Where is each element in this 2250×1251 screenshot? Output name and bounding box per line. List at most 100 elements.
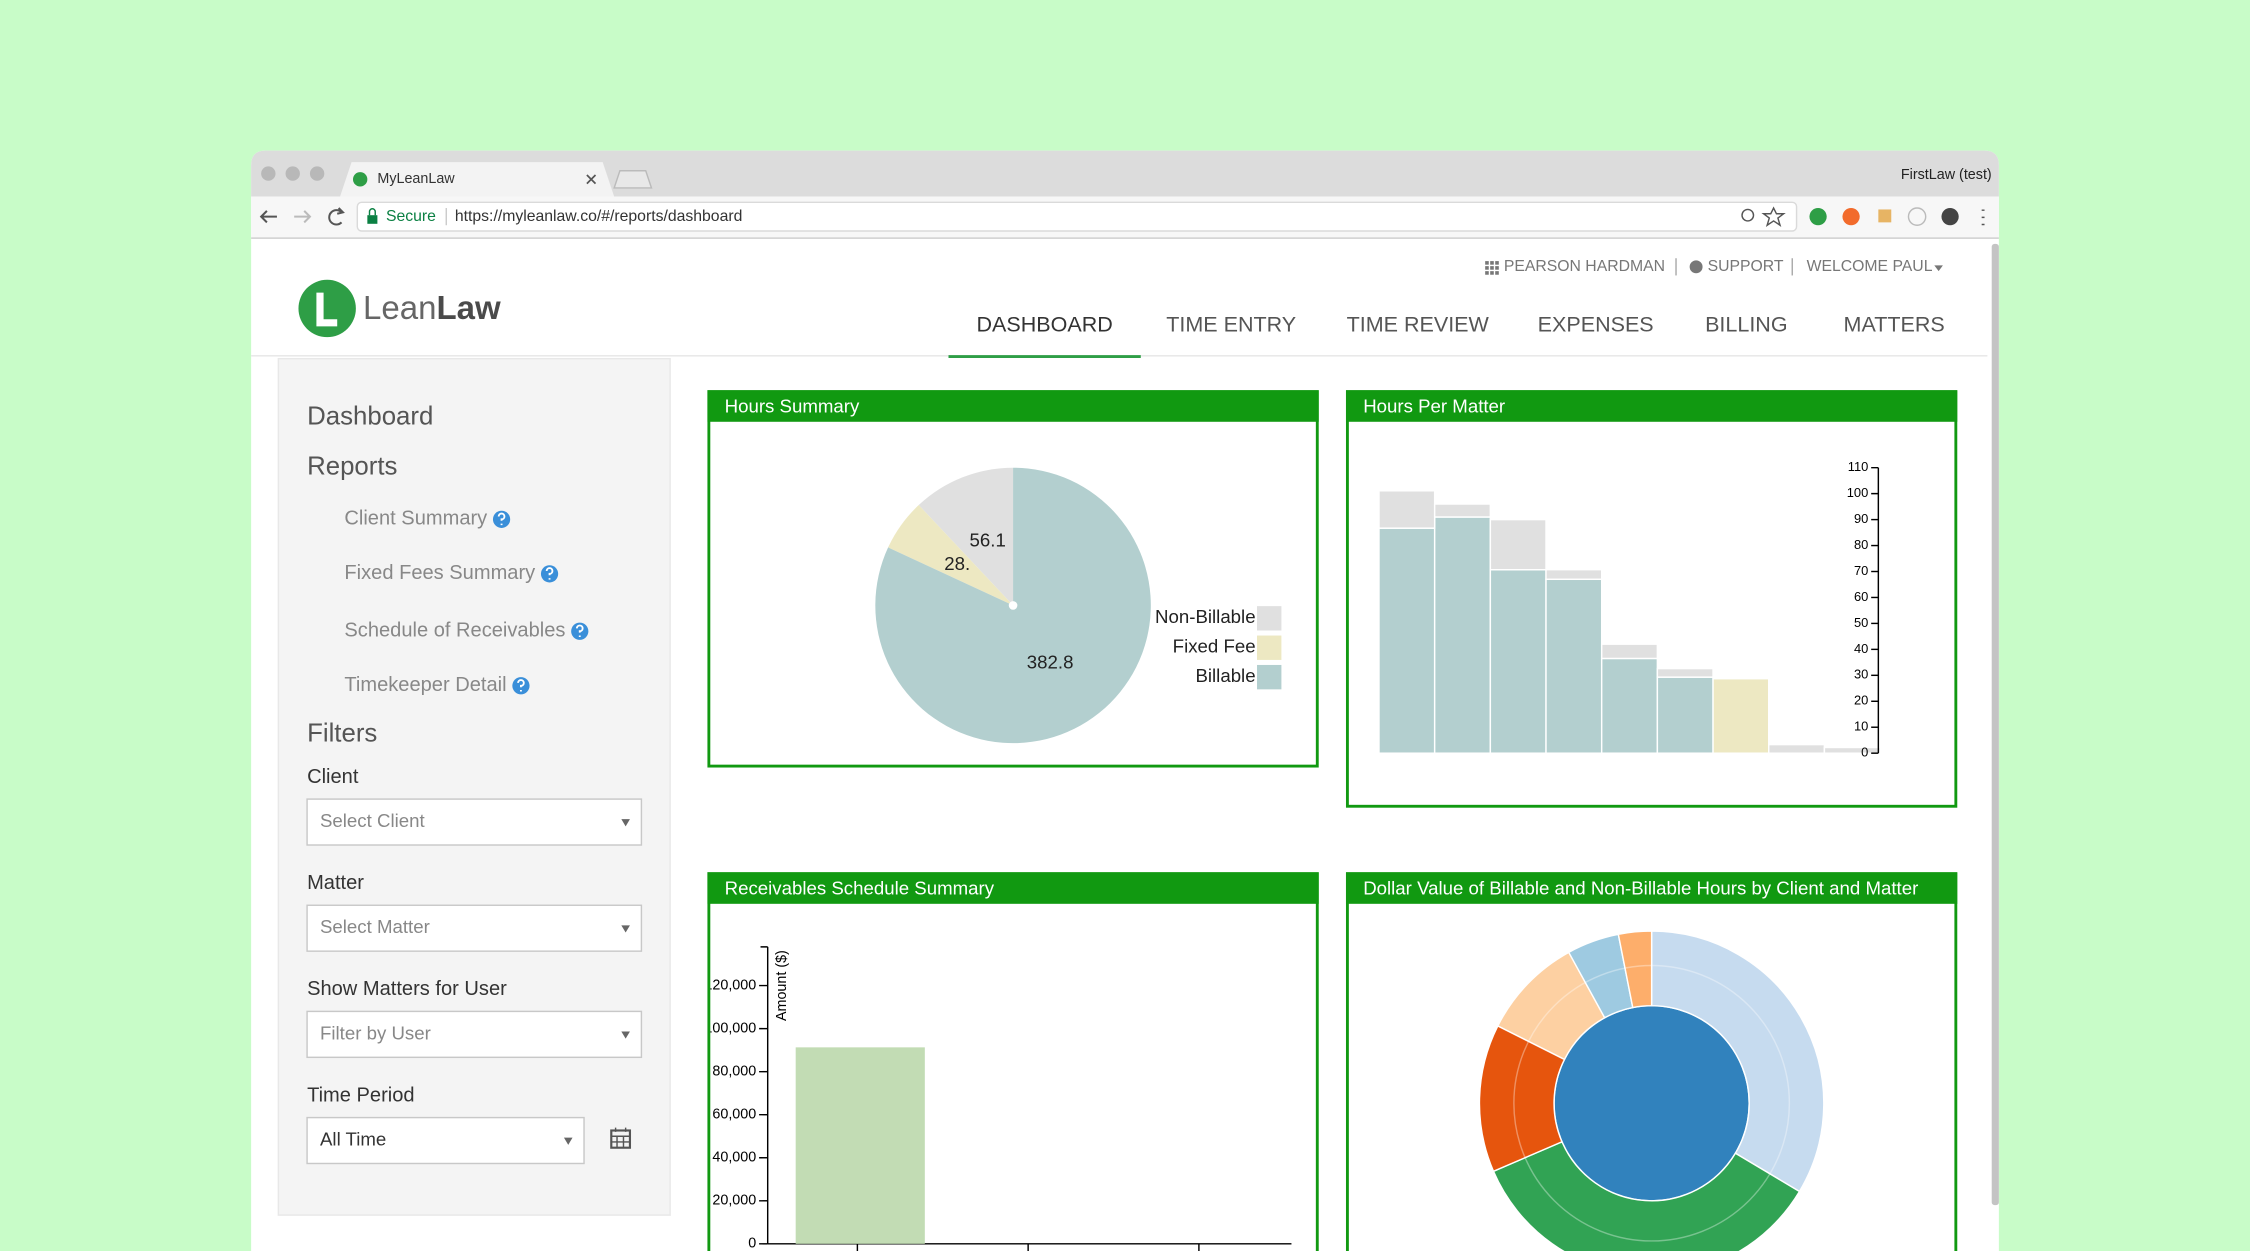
support-icon [1689, 260, 1703, 274]
y-tick-label: 20 [1854, 693, 1868, 708]
select-box[interactable] [306, 798, 643, 846]
pie-slice [918, 467, 1014, 606]
panel-header [707, 390, 1319, 422]
y-tick-label: 60 [1854, 589, 1868, 604]
secure-label: Secure [386, 208, 436, 225]
calendar-icon[interactable] [610, 1129, 632, 1149]
panel-title: Receivables Schedule Summary [725, 877, 995, 898]
bar [795, 1047, 925, 1244]
header-link[interactable]: WELCOME PAUL [1807, 258, 1933, 275]
back-button[interactable] [259, 210, 277, 224]
y-tick-label: 60,000 [712, 1106, 756, 1122]
nav-item[interactable]: DASHBOARD [976, 312, 1112, 336]
sunburst-arc [1553, 1004, 1750, 1202]
extension-icon[interactable] [1842, 208, 1860, 226]
y-tick-label: 50 [1854, 615, 1868, 630]
panel-title: Dollar Value of Billable and Non-Billabl… [1363, 877, 1918, 898]
y-tick-label: 110 [1848, 459, 1869, 474]
logo-bold: Law [436, 289, 501, 326]
nav-item[interactable]: TIME ENTRY [1166, 312, 1296, 336]
lock-icon [367, 215, 378, 224]
y-tick-label: 80 [1854, 537, 1868, 552]
report-link[interactable]: Schedule of Receivables [344, 620, 565, 642]
bar-segment [1378, 490, 1436, 529]
tab-bar [251, 150, 1999, 197]
report-link[interactable]: Fixed Fees Summary [344, 562, 535, 584]
legend-swatch [1257, 664, 1282, 690]
sunburst-arc [1617, 930, 1653, 1009]
bar-segment [1433, 516, 1492, 754]
help-mark [575, 624, 584, 637]
panel-header [1345, 872, 1958, 904]
y-tick-label: 0 [748, 1236, 756, 1251]
header-link[interactable]: SUPPORT [1708, 258, 1784, 275]
forward-button[interactable] [294, 210, 312, 224]
chart-body: 0 10 20 30 40 50 60 70 80 90 100 110 [1378, 459, 1881, 760]
scrollbar[interactable] [1991, 243, 1999, 1206]
window-zoom[interactable] [309, 166, 325, 181]
pie-slice [888, 505, 1014, 606]
nav-item[interactable]: MATTERS [1844, 312, 1945, 336]
legend-swatch [1257, 606, 1282, 631]
chart-body [1478, 930, 1825, 1251]
new-tab[interactable] [613, 170, 653, 189]
select-box[interactable] [306, 904, 643, 952]
address-bar[interactable] [356, 201, 1798, 232]
extension-icon[interactable] [1809, 208, 1827, 226]
calendar-grid [611, 1127, 630, 1148]
nav-item[interactable]: EXPENSES [1538, 312, 1654, 336]
tab-title: MyLeanLaw [377, 171, 455, 187]
help-mark [517, 679, 525, 692]
bar-segment [1489, 568, 1547, 754]
nav-item[interactable]: BILLING [1705, 312, 1788, 336]
sunburst-arc [1650, 930, 1825, 1193]
bar-segment [1600, 657, 1659, 754]
sidebar-items: Client Summary Fixed Fees Summary Schedule… [306, 508, 643, 1165]
y-axis-label: Amount ($) [774, 950, 790, 1021]
extension-icon[interactable] [1907, 207, 1927, 226]
y-tick-label: 100,000 [704, 1020, 756, 1036]
nav-item[interactable]: TIME REVIEW [1347, 312, 1490, 336]
bar-segment [1656, 676, 1714, 754]
window-close[interactable] [261, 166, 276, 181]
tab[interactable] [340, 162, 615, 197]
extension-icon[interactable] [1878, 209, 1892, 223]
select-caret [563, 1137, 573, 1145]
y-tick-label: 40,000 [712, 1150, 756, 1166]
charts: Hours Summary 56.128. 382.8 Non-Billable Fix… [704, 390, 1958, 1251]
sidebar-link[interactable]: Dashboard [307, 402, 433, 430]
data-label: 382.8 [1027, 651, 1074, 672]
select-placeholder: Select Matter [320, 916, 430, 937]
y-tick-label: 10 [1854, 719, 1868, 734]
logo-light: Lean [363, 289, 436, 326]
bar-segment [1545, 578, 1603, 754]
bar-segment [1433, 503, 1492, 518]
legend-swatch [1257, 635, 1282, 660]
logo-text[interactable]: LeanLaw [363, 289, 501, 326]
profile-name[interactable]: FirstLaw (test) [1901, 167, 1992, 183]
y-tick-label: 20,000 [712, 1193, 756, 1209]
filter-label: Client [307, 766, 359, 788]
bookmark-icon[interactable] [1761, 206, 1786, 227]
tab-close[interactable] [586, 174, 597, 185]
zoom-icon[interactable] [1741, 208, 1755, 222]
y-tick-label: 90 [1854, 511, 1868, 526]
select-box[interactable] [306, 1116, 585, 1165]
bar-segment [1768, 743, 1826, 754]
select-caret [621, 925, 630, 933]
reload-button[interactable] [328, 207, 345, 226]
y-tick-label: 100 [1847, 485, 1869, 500]
window-minimize[interactable] [285, 166, 300, 181]
url[interactable]: https://myleanlaw.co/#/reports/dashboard [455, 208, 742, 225]
report-link[interactable]: Client Summary [344, 508, 487, 530]
report-link[interactable]: Timekeeper Detail [344, 674, 506, 696]
select-box[interactable] [306, 1010, 643, 1059]
header-link[interactable]: PEARSON HARDMAN [1504, 258, 1665, 275]
legend-label: Billable [1195, 665, 1255, 686]
logo-letter [316, 292, 338, 327]
bar-segment [1712, 677, 1770, 754]
bar-segment [1378, 527, 1436, 754]
legend-label: Fixed Fee [1173, 636, 1256, 657]
extension-icon[interactable] [1941, 208, 1959, 226]
y-tick-label: 120,000 [704, 977, 756, 993]
